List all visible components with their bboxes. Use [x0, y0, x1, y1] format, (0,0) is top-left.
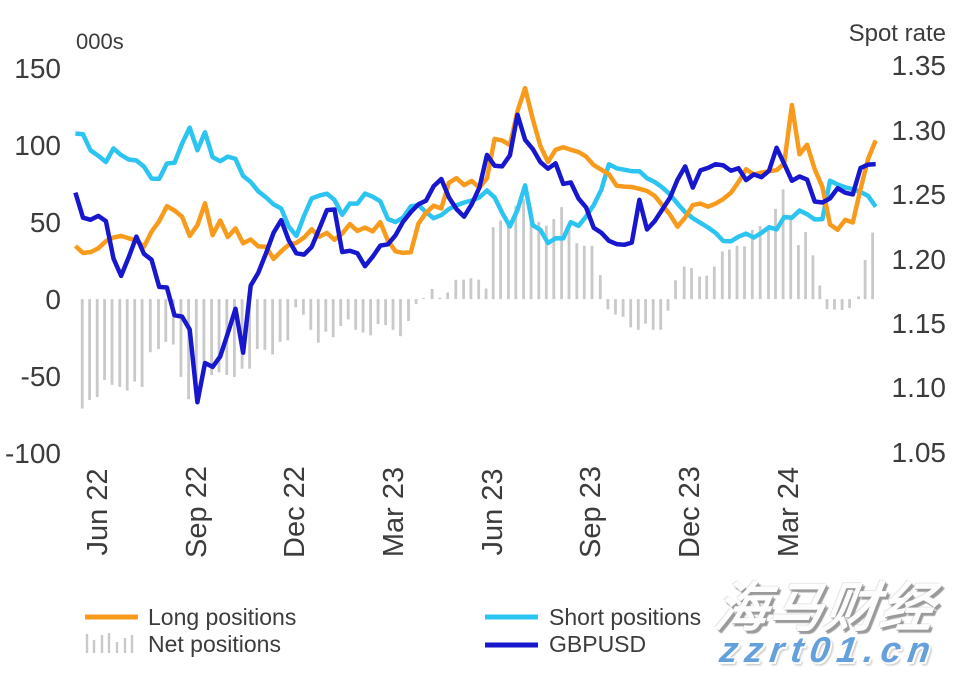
svg-text:Dec 22: Dec 22 [279, 466, 311, 558]
svg-text:GBPUSD: GBPUSD [549, 631, 646, 657]
svg-text:Sep 23: Sep 23 [575, 466, 607, 558]
svg-text:1.05: 1.05 [892, 437, 947, 468]
svg-text:Mar 24: Mar 24 [773, 467, 805, 557]
svg-text:000s: 000s [76, 29, 124, 54]
svg-text:Mar 23: Mar 23 [378, 467, 410, 557]
svg-text:-50: -50 [21, 361, 61, 392]
svg-text:Spot rate: Spot rate [849, 20, 946, 47]
svg-text:Jun 23: Jun 23 [477, 468, 509, 555]
svg-text:Jun 22: Jun 22 [82, 468, 114, 555]
svg-text:1.20: 1.20 [892, 244, 947, 275]
svg-text:50: 50 [30, 207, 61, 238]
svg-text:Dec 23: Dec 23 [674, 466, 706, 558]
svg-text:Long positions: Long positions [148, 604, 296, 630]
svg-text:1.30: 1.30 [892, 115, 947, 146]
svg-text:Short positions: Short positions [549, 604, 701, 630]
svg-text:1.35: 1.35 [892, 50, 947, 81]
svg-text:1.25: 1.25 [892, 179, 947, 210]
svg-text:1.10: 1.10 [892, 372, 947, 403]
svg-text:Sep 22: Sep 22 [181, 466, 213, 558]
svg-text:0: 0 [45, 284, 61, 315]
svg-text:1.15: 1.15 [892, 308, 947, 339]
svg-text:-100: -100 [5, 438, 61, 469]
svg-text:150: 150 [14, 53, 61, 84]
svg-text:Net positions: Net positions [148, 631, 281, 657]
svg-text:100: 100 [14, 130, 61, 161]
